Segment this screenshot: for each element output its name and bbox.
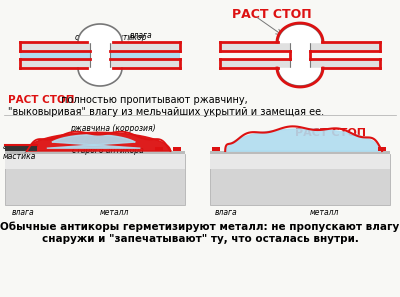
Text: металл: металл	[310, 208, 339, 217]
Bar	[5, 154, 185, 205]
Text: РАСТ СТОП: РАСТ СТОП	[8, 95, 74, 105]
Text: Обычные антикоры герметизируют металл: не пропускают влагу: Обычные антикоры герметизируют металл: н…	[0, 222, 400, 233]
Text: РАСТ СТОП: РАСТ СТОП	[232, 8, 312, 21]
Text: обычный антикор: обычный антикор	[75, 32, 146, 42]
Bar	[5, 151, 185, 154]
Text: снаружи и "запечатывают" ту, что осталась внутри.: снаружи и "запечатывают" ту, что осталас…	[42, 234, 358, 244]
Bar	[173, 147, 181, 151]
Bar	[212, 147, 220, 151]
Text: "выковыривая" влагу из мельчайших укрытий и замещая ее.: "выковыривая" влагу из мельчайших укрыти…	[8, 107, 324, 117]
Bar	[20, 42, 180, 51]
Text: влага: влага	[215, 208, 238, 217]
Text: влага: влага	[130, 31, 153, 40]
Bar	[220, 42, 380, 51]
Bar	[5, 145, 38, 151]
Text: ржавчина (коррозия): ржавчина (коррозия)	[70, 124, 156, 133]
Bar	[25, 147, 33, 151]
Bar	[10, 147, 18, 151]
Bar	[210, 151, 390, 154]
Bar	[20, 51, 180, 59]
Text: полностью пропитывают ржавчину,: полностью пропитывают ржавчину,	[58, 95, 248, 105]
Bar	[210, 154, 390, 169]
Bar	[20, 59, 180, 68]
Text: РАСТ СТОП: РАСТ СТОП	[295, 128, 366, 138]
Text: остатки
старого антикора: остатки старого антикора	[72, 136, 144, 155]
Text: металл: металл	[100, 208, 129, 217]
Bar	[378, 147, 386, 151]
Bar	[210, 154, 390, 205]
Bar	[155, 147, 163, 151]
Polygon shape	[47, 135, 140, 148]
Text: антикор-
мастика: антикор- мастика	[3, 142, 39, 161]
Bar	[220, 59, 380, 68]
Bar	[90, 41, 110, 69]
Polygon shape	[27, 132, 171, 151]
Text: влага: влага	[12, 208, 35, 217]
Bar	[5, 154, 185, 169]
Bar	[290, 41, 310, 69]
Polygon shape	[226, 129, 381, 151]
